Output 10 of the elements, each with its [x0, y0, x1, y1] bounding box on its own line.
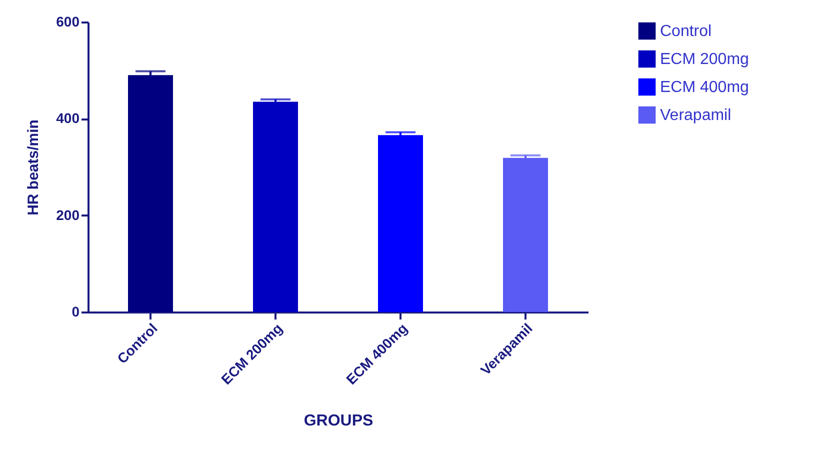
legend-label: ECM 200mg: [660, 51, 749, 68]
y-tick-label: 0: [72, 304, 80, 320]
x-axis-title: GROUPS: [304, 412, 374, 430]
y-axis-title: HR beats/min: [25, 120, 42, 216]
legend-label: ECM 400mg: [660, 79, 749, 96]
legend-label: Verapamil: [660, 107, 732, 124]
y-tick-label: 600: [56, 14, 80, 30]
y-tick-label: 200: [56, 206, 80, 223]
y-tick-label: 400: [56, 110, 80, 126]
legend-label: Control: [660, 23, 712, 40]
